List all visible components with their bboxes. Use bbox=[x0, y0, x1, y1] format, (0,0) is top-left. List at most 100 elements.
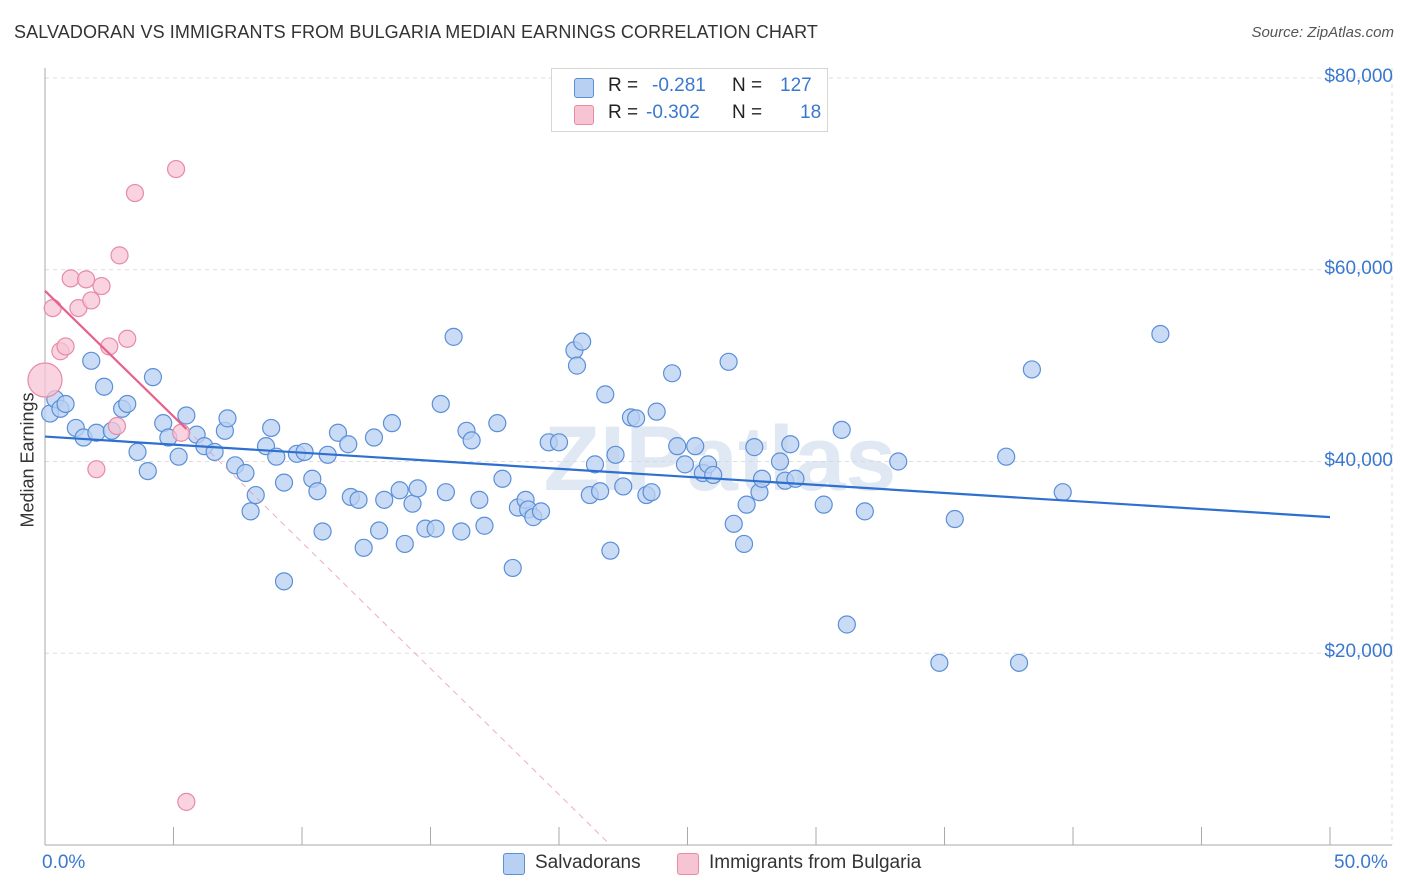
salvadoran-point bbox=[1151, 324, 1170, 344]
salvadoran-point bbox=[704, 465, 723, 485]
salvadoran-point bbox=[997, 447, 1016, 466]
salvadoran-point bbox=[138, 461, 157, 481]
salvadoran-point bbox=[503, 558, 522, 578]
y-tick-label: $40,000 bbox=[1324, 449, 1393, 471]
series-salvadorans bbox=[41, 324, 1170, 672]
y-tick-label: $20,000 bbox=[1324, 641, 1393, 663]
salvadoran-point bbox=[241, 502, 260, 521]
bulgaria-point bbox=[125, 183, 145, 203]
bulgaria-point bbox=[107, 416, 127, 436]
y-tick-label: $60,000 bbox=[1324, 257, 1393, 279]
salvadoran-point bbox=[734, 534, 754, 554]
axes bbox=[44, 68, 1392, 846]
salvadoran-point bbox=[354, 538, 373, 557]
salvadoran-point bbox=[668, 437, 687, 456]
salvadoran-point bbox=[262, 418, 281, 438]
salvadoran-point bbox=[1022, 360, 1041, 379]
salvadoran-point bbox=[945, 509, 964, 529]
salvadoran-point bbox=[364, 428, 384, 447]
trend-line-salvadorans bbox=[44, 435, 1331, 519]
bulgaria-point bbox=[61, 269, 80, 288]
legend-r-value: -0.302 bbox=[646, 102, 700, 123]
bulgaria-point bbox=[177, 792, 196, 811]
salvadoran-point bbox=[375, 490, 394, 509]
salvadoran-point bbox=[95, 377, 114, 396]
legend-n-label: N = bbox=[732, 102, 763, 123]
salvadoran-point bbox=[267, 447, 286, 466]
salvadoran-point bbox=[470, 490, 489, 509]
series-immigrants-from-bulgaria bbox=[27, 159, 196, 811]
salvadoran-point bbox=[274, 572, 294, 591]
salvadoran-point bbox=[118, 394, 137, 414]
bulgaria-point bbox=[118, 329, 137, 348]
legend-n-label: N = bbox=[732, 75, 763, 96]
salvadoran-point bbox=[475, 516, 494, 535]
legend-label: Immigrants from Bulgaria bbox=[709, 852, 922, 873]
bulgaria-point bbox=[92, 276, 111, 296]
salvadoran-point bbox=[452, 522, 471, 541]
chart-title: SALVADORAN VS IMMIGRANTS FROM BULGARIA M… bbox=[14, 22, 818, 42]
salvadoran-point bbox=[349, 490, 368, 509]
salvadoran-point bbox=[567, 356, 587, 375]
pink-swatch bbox=[677, 853, 699, 875]
salvadoran-point bbox=[382, 414, 402, 433]
bulgaria-point bbox=[43, 299, 62, 318]
legend-n-value: 18 bbox=[800, 102, 822, 123]
salvadoran-point bbox=[444, 327, 463, 346]
x-tick-label-max: 50.0% bbox=[1334, 852, 1388, 873]
salvadoran-point bbox=[308, 482, 327, 501]
legend-r-label: R = bbox=[608, 102, 639, 123]
salvadoran-point bbox=[403, 494, 422, 513]
salvadoran-point bbox=[462, 431, 481, 450]
salvadoran-point bbox=[169, 447, 188, 466]
source-label: Source: ZipAtlas.com bbox=[1251, 24, 1394, 41]
salvadoran-point bbox=[313, 522, 332, 541]
salvadoran-point bbox=[56, 394, 75, 414]
salvadoran-point bbox=[339, 435, 358, 454]
bulgaria-point bbox=[110, 246, 129, 265]
legend-n-value: 127 bbox=[780, 75, 812, 96]
salvadoran-point bbox=[246, 485, 265, 505]
bulgaria-point bbox=[56, 337, 75, 356]
salvadoran-point bbox=[573, 332, 592, 351]
salvadoran-point bbox=[436, 483, 456, 502]
salvadoran-point bbox=[832, 420, 851, 439]
blue-swatch bbox=[503, 853, 525, 875]
salvadoran-point bbox=[889, 452, 908, 471]
salvadoran-point bbox=[395, 534, 414, 554]
bulgaria-point bbox=[82, 291, 101, 310]
salvadoran-point bbox=[591, 482, 610, 501]
salvadoran-point bbox=[236, 463, 255, 483]
salvadoran-point bbox=[814, 495, 833, 514]
bulgaria-point bbox=[27, 362, 63, 398]
salvadoran-point bbox=[549, 433, 569, 452]
salvadoran-point bbox=[585, 455, 605, 474]
stats-legend: R = -0.281 N = 127 R = -0.302 N = 18 bbox=[551, 68, 828, 132]
bulgaria-point bbox=[166, 159, 186, 179]
legend-r-label: R = bbox=[608, 75, 639, 96]
salvadoran-point bbox=[719, 352, 738, 371]
salvadoran-point bbox=[408, 479, 427, 498]
salvadoran-point bbox=[493, 469, 512, 488]
salvadoran-point bbox=[426, 519, 445, 538]
trend-line-bulgaria bbox=[44, 290, 188, 430]
salvadoran-point bbox=[662, 364, 682, 383]
salvadoran-point bbox=[82, 351, 101, 370]
salvadoran-point bbox=[488, 414, 507, 433]
bulgaria-point bbox=[87, 460, 106, 479]
salvadoran-point bbox=[1009, 653, 1029, 672]
legend-r-value: -0.281 bbox=[652, 75, 706, 96]
trend-lines bbox=[44, 290, 1331, 846]
salvadoran-point bbox=[626, 409, 646, 428]
salvadoran-point bbox=[370, 521, 389, 540]
salvadoran-point bbox=[745, 438, 764, 457]
salvadoran-point bbox=[675, 455, 695, 474]
salvadoran-point bbox=[177, 406, 196, 425]
salvadoran-point bbox=[218, 409, 237, 428]
salvadoran-point bbox=[390, 481, 409, 500]
salvadoran-point bbox=[606, 445, 625, 464]
salvadoran-point bbox=[930, 653, 949, 672]
bulgaria-point bbox=[77, 270, 96, 289]
x-tick-label-min: 0.0% bbox=[42, 852, 86, 873]
